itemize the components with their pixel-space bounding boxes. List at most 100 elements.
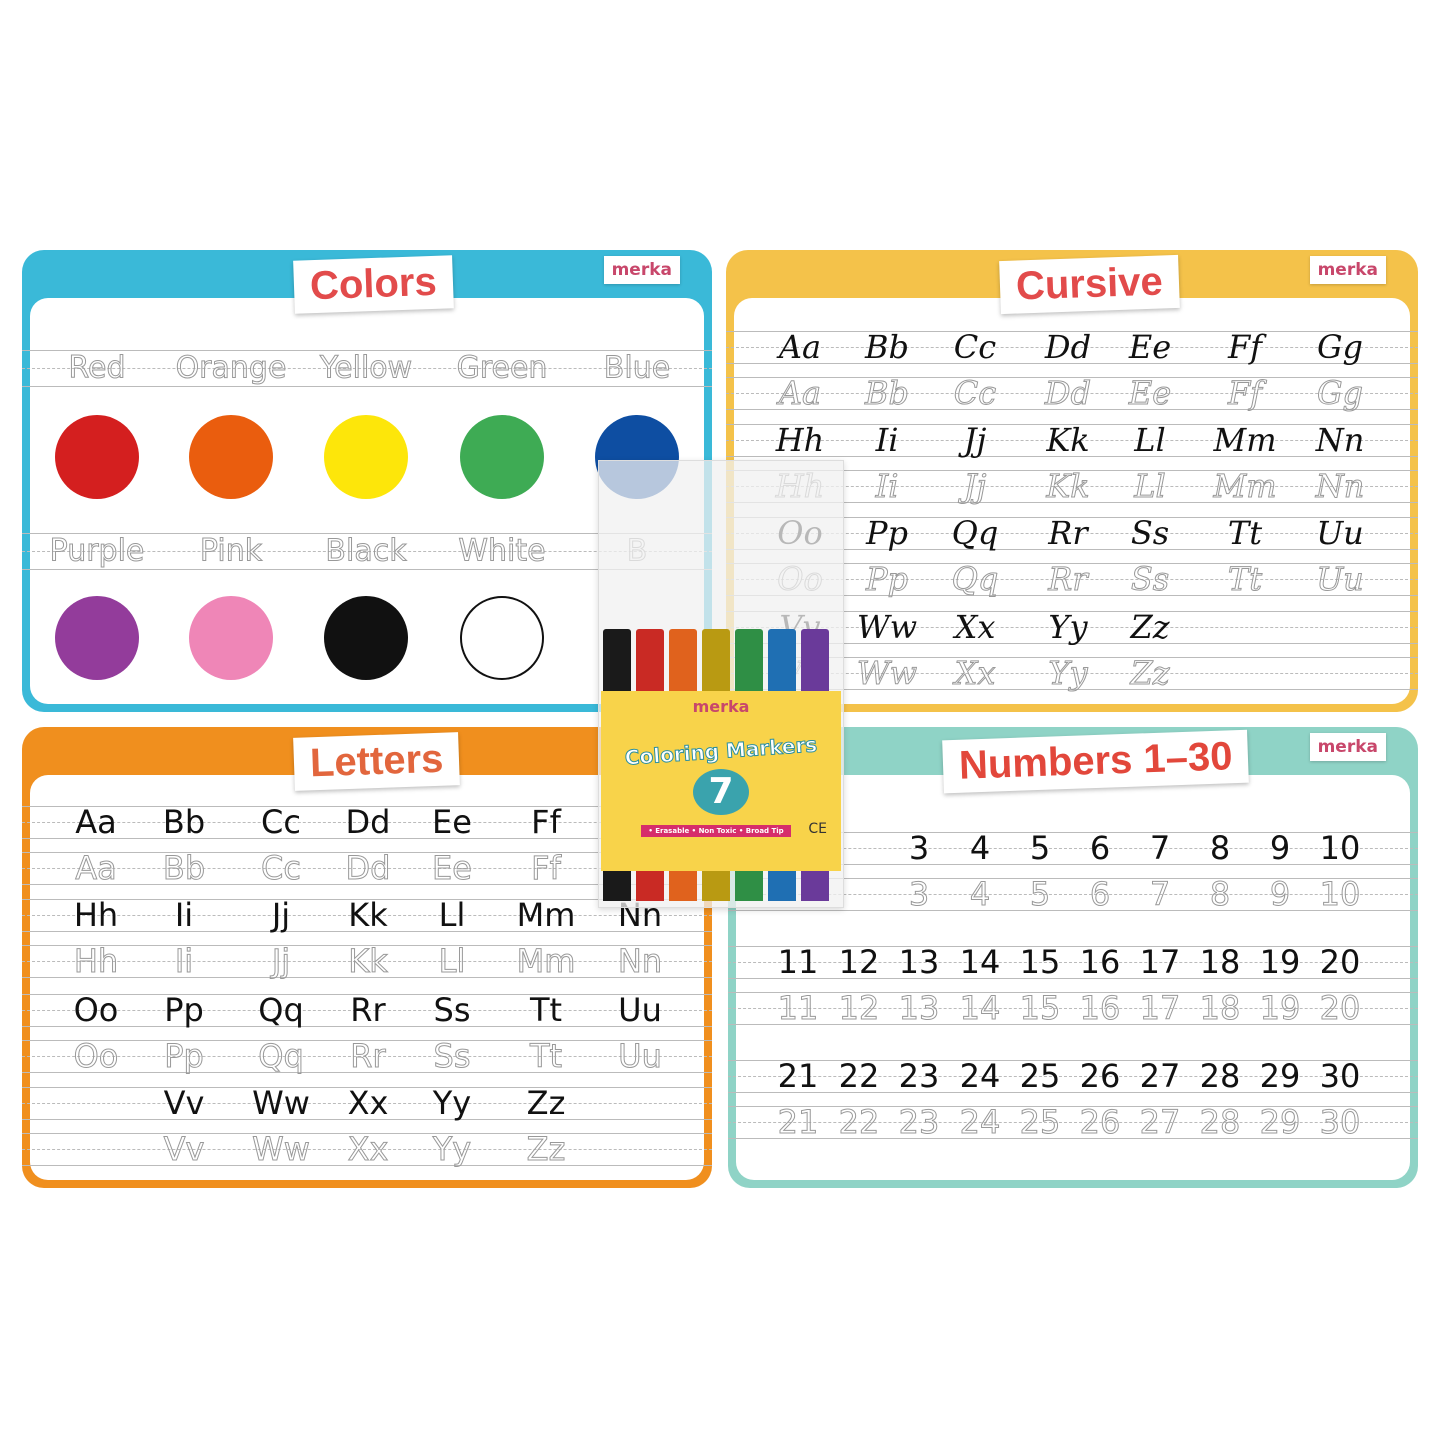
guide-line bbox=[726, 409, 1418, 410]
marker-body bbox=[768, 871, 796, 901]
trace-glyph: Ee bbox=[1128, 374, 1172, 413]
trace-glyph: 8 bbox=[1209, 875, 1231, 914]
trace-glyph: Mm bbox=[1213, 467, 1277, 506]
guide-line bbox=[726, 611, 1418, 612]
marker-cap bbox=[801, 629, 829, 691]
trace-glyph: Rr bbox=[350, 1037, 386, 1076]
glyph: Uu bbox=[1316, 514, 1364, 552]
guide-line bbox=[22, 533, 712, 534]
glyph: Ww bbox=[856, 608, 918, 646]
trace-glyph: Ee bbox=[432, 849, 473, 888]
guide-line bbox=[726, 470, 1418, 471]
trace-glyph: Ww bbox=[252, 1130, 311, 1169]
guide-line bbox=[726, 393, 1418, 394]
guide-line bbox=[726, 595, 1418, 596]
glyph: Jj bbox=[963, 421, 987, 459]
guide-line bbox=[22, 961, 712, 962]
guide-line bbox=[22, 1165, 712, 1166]
glyph: 16 bbox=[1079, 943, 1121, 981]
guide-line bbox=[22, 931, 712, 932]
glyph: 5 bbox=[1029, 829, 1051, 867]
trace-glyph: Ww bbox=[856, 654, 918, 693]
glyph: Ww bbox=[252, 1084, 310, 1122]
glyph: Tt bbox=[529, 991, 563, 1029]
guide-line bbox=[22, 822, 712, 823]
trace-glyph: Xx bbox=[954, 654, 996, 693]
glyph: Aa bbox=[778, 328, 822, 366]
glyph: 8 bbox=[1209, 829, 1231, 867]
marker-cap bbox=[669, 629, 697, 691]
marker-cap bbox=[702, 629, 730, 691]
trace-glyph: Jj bbox=[963, 467, 987, 506]
marker-body bbox=[801, 871, 829, 901]
trace-glyph: Uu bbox=[618, 1037, 663, 1076]
trace-glyph: Mm bbox=[516, 942, 576, 981]
pack-title: Coloring Markers bbox=[624, 732, 819, 770]
trace-glyph: Hh bbox=[73, 942, 119, 981]
glyph: Ss bbox=[1130, 514, 1170, 552]
trace-glyph: Oo bbox=[73, 1037, 119, 1076]
guide-line bbox=[726, 363, 1418, 364]
marker-body bbox=[702, 871, 730, 901]
glyph: 7 bbox=[1149, 829, 1171, 867]
guide-line bbox=[728, 1092, 1418, 1093]
glyph: 30 bbox=[1319, 1057, 1361, 1095]
glyph: Bb bbox=[162, 803, 206, 841]
placemat-title: Cursive bbox=[999, 254, 1180, 315]
glyph: Zz bbox=[526, 1084, 566, 1122]
guide-line bbox=[726, 486, 1418, 487]
guide-line bbox=[726, 502, 1418, 503]
trace-glyph: Vv bbox=[163, 1130, 205, 1169]
guide-line bbox=[22, 350, 712, 351]
glyph: 11 bbox=[777, 943, 819, 981]
trace-glyph: Pp bbox=[865, 560, 909, 599]
trace-glyph: Tt bbox=[1227, 560, 1263, 599]
marker-body bbox=[636, 871, 664, 901]
guide-line bbox=[728, 962, 1418, 963]
guide-line bbox=[728, 878, 1418, 879]
merka-logo: merka bbox=[603, 256, 680, 284]
guide-line bbox=[22, 1010, 712, 1011]
marker-pack-card: merka Coloring Markers 7 • Erasable • No… bbox=[601, 691, 841, 871]
trace-glyph: 17 bbox=[1139, 989, 1181, 1028]
trace-glyph: 6 bbox=[1089, 875, 1111, 914]
glyph: Hh bbox=[73, 896, 119, 934]
glyph: 25 bbox=[1019, 1057, 1061, 1095]
trace-glyph: Jj bbox=[271, 942, 291, 981]
glyph: Nn bbox=[1315, 421, 1365, 459]
marker-body bbox=[735, 871, 763, 901]
trace-glyph: 23 bbox=[898, 1103, 940, 1142]
trace-glyph: 30 bbox=[1319, 1103, 1361, 1142]
trace-glyph: 16 bbox=[1079, 989, 1121, 1028]
marker-cap bbox=[735, 629, 763, 691]
guide-line bbox=[22, 977, 712, 978]
trace-glyph: Cc bbox=[261, 849, 302, 888]
glyph: Qq bbox=[258, 991, 304, 1029]
placemat-title: Letters bbox=[293, 732, 461, 791]
glyph: 21 bbox=[777, 1057, 819, 1095]
glyph: 10 bbox=[1319, 829, 1361, 867]
guide-line bbox=[728, 978, 1418, 979]
trace-glyph: 29 bbox=[1259, 1103, 1301, 1142]
guide-line bbox=[22, 852, 712, 853]
glyph: Aa bbox=[75, 803, 117, 841]
trace-glyph: Kk bbox=[348, 942, 389, 981]
glyph: 14 bbox=[959, 943, 1001, 981]
glyph: Mm bbox=[516, 896, 576, 934]
glyph: Hh bbox=[775, 421, 825, 459]
trace-glyph: 7 bbox=[1149, 875, 1171, 914]
trace-glyph: Pp bbox=[164, 1037, 205, 1076]
glyph: Rr bbox=[1048, 514, 1088, 552]
trace-glyph: 25 bbox=[1019, 1103, 1061, 1142]
glyph: Dd bbox=[1044, 328, 1092, 366]
trace-glyph: Yy bbox=[1048, 654, 1088, 693]
guide-line bbox=[726, 627, 1418, 628]
guide-line bbox=[726, 533, 1418, 534]
marker-cap bbox=[768, 629, 796, 691]
guide-line bbox=[22, 994, 712, 995]
colors-placemat: Colors merka Red Orange Yellow Green Blue Purpl… bbox=[22, 250, 712, 712]
guide-line bbox=[728, 832, 1418, 833]
color-swatch-orange bbox=[189, 415, 273, 499]
guide-line bbox=[22, 1087, 712, 1088]
letters-placemat: Letters Aa Bb Cc Dd Ee Ff Aa Bb Cc Dd Ee Ff Hh Ii Jj Kk L… bbox=[22, 727, 712, 1188]
